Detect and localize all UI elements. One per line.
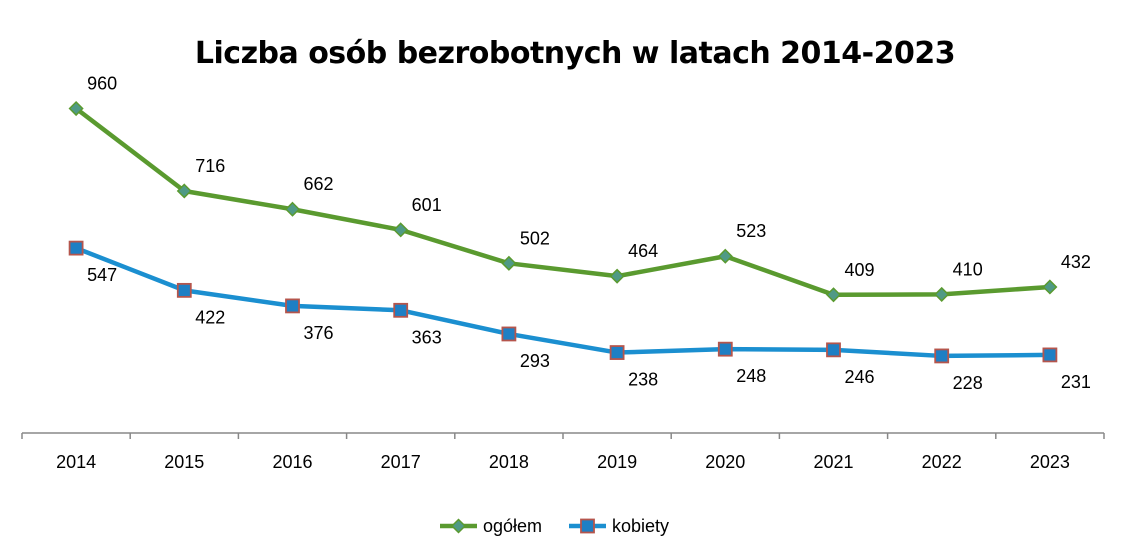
legend-label: ogółem: [483, 516, 542, 536]
ogolem-point: [393, 222, 409, 238]
ogolem-point: [284, 201, 301, 217]
kobiety-point: [826, 342, 841, 358]
chart-title: Liczba osób bezrobotnych w latach 2014-2…: [194, 36, 956, 71]
data-label: 228: [953, 373, 983, 393]
series-lines: [68, 100, 1058, 364]
x-axis: 2014 2015 2016 2017 2018 2019 2020 2021 2022 2023: [21, 432, 1105, 472]
kobiety-point: [580, 518, 595, 534]
x-tick-label: 2016: [272, 452, 312, 472]
data-label: 248: [736, 366, 766, 386]
ogolem-point: [717, 248, 733, 264]
data-label: 410: [953, 259, 983, 279]
ogolem-point: [934, 286, 950, 302]
data-label: 432: [1061, 252, 1091, 272]
x-tick-label: 2022: [922, 452, 962, 472]
kobiety-point: [1042, 347, 1058, 363]
data-label: 502: [520, 228, 550, 248]
x-tick-label: 2017: [381, 452, 421, 472]
kobiety-point: [501, 326, 517, 342]
x-tick-label: 2019: [597, 452, 637, 472]
data-label: 409: [844, 260, 874, 280]
data-labels: 960 716 662 601 502 464 523 409 410 432 547 422 376 3…: [87, 74, 1091, 393]
legend-label: kobiety: [612, 516, 669, 536]
ogolem-point: [501, 255, 517, 271]
data-label: 231: [1061, 372, 1091, 392]
ogolem-point: [1042, 279, 1058, 295]
data-label: 293: [520, 351, 550, 371]
kobiety-point: [68, 240, 84, 256]
kobiety-point: [393, 302, 409, 318]
data-label: 547: [87, 265, 117, 285]
data-label: 464: [628, 241, 658, 261]
ogolem-series-line: [74, 106, 1051, 298]
data-label: 716: [195, 156, 225, 176]
data-label: 960: [87, 74, 117, 94]
x-tick-label: 2021: [813, 452, 853, 472]
ogolem-point: [609, 268, 625, 284]
kobiety-series-line: [75, 246, 1050, 359]
kobiety-point: [934, 348, 950, 364]
x-tick-label: 2015: [164, 452, 204, 472]
legend: ogółem kobiety: [440, 516, 669, 536]
ogolem-point: [68, 100, 84, 117]
kobiety-point: [717, 341, 733, 357]
data-label: 422: [195, 307, 225, 327]
kobiety-point: [176, 282, 192, 298]
data-label: 363: [412, 327, 442, 347]
kobiety-point: [609, 345, 625, 360]
ogolem-point: [176, 183, 192, 199]
x-tick-label: 2023: [1030, 452, 1070, 472]
kobiety-point: [285, 298, 300, 314]
ogolem-point: [450, 518, 467, 534]
data-label: 601: [412, 195, 442, 215]
data-label: 662: [303, 174, 333, 194]
data-label: 523: [736, 221, 766, 241]
x-tick-label: 2014: [56, 452, 96, 472]
ogolem-point: [825, 287, 842, 303]
data-label: 238: [628, 370, 658, 390]
data-label: 376: [303, 323, 333, 343]
x-tick-label: 2018: [489, 452, 529, 472]
x-tick-label: 2020: [705, 452, 745, 472]
data-label: 246: [844, 367, 874, 387]
